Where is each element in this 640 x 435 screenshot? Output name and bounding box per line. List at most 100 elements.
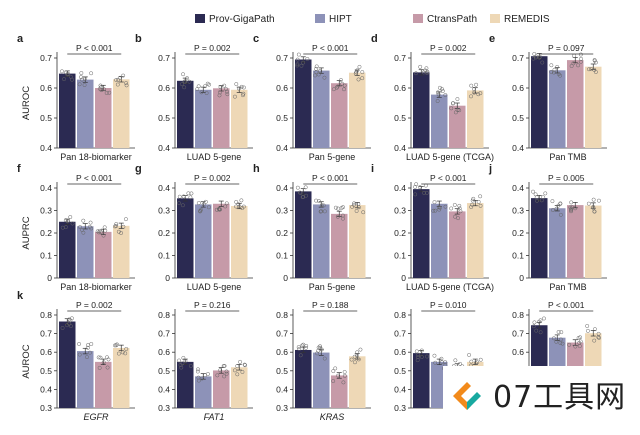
panel: e 0.4 0.5 0.6 0.7 P = 0.097 Pan TMB: [489, 33, 607, 162]
data-point: [356, 357, 361, 362]
data-point: [115, 82, 120, 87]
data-point: [79, 71, 84, 75]
data-point: [361, 210, 366, 215]
data-point: [335, 214, 340, 219]
data-point: [585, 324, 590, 328]
bar: [331, 375, 348, 408]
data-point: [567, 342, 572, 347]
data-point: [182, 79, 187, 84]
y-tick-label: 0.4: [40, 183, 52, 193]
y-tick-label: 0.6: [158, 347, 170, 357]
data-point: [551, 70, 556, 75]
y-tick-label: 0.5: [276, 366, 288, 376]
data-point: [241, 85, 246, 90]
y-tick-label: 0.4: [40, 143, 52, 153]
data-point: [413, 71, 418, 76]
legend: Prov-GigaPath HIPT CtransPath REMEDIS: [195, 14, 550, 25]
data-point: [592, 209, 597, 214]
data-point: [105, 355, 109, 360]
bar: [431, 203, 448, 278]
data-point: [89, 342, 94, 346]
bar: [585, 66, 602, 148]
data-point: [119, 231, 124, 235]
data-point: [121, 224, 126, 229]
data-point: [187, 79, 192, 84]
y-tick-label: 0.2: [158, 228, 170, 238]
data-point: [188, 363, 193, 368]
data-point: [313, 73, 317, 78]
data-point: [340, 216, 345, 221]
data-point: [470, 202, 475, 207]
data-point: [353, 360, 357, 365]
data-point: [457, 206, 462, 211]
data-point: [62, 77, 66, 82]
data-point: [425, 69, 430, 74]
panel-letter: a: [17, 33, 24, 45]
data-point: [423, 183, 428, 188]
data-point: [196, 378, 201, 383]
data-point: [476, 199, 481, 204]
data-point: [478, 203, 483, 208]
data-point: [195, 87, 200, 91]
data-point: [560, 341, 565, 346]
data-point: [531, 56, 536, 61]
data-point: [472, 90, 477, 95]
data-point: [322, 209, 327, 214]
data-point: [531, 189, 535, 194]
data-point: [60, 225, 65, 230]
data-point: [296, 345, 301, 350]
data-point: [67, 321, 72, 326]
bar: [77, 351, 94, 408]
data-point: [98, 230, 103, 235]
data-point: [68, 215, 73, 220]
p-value-label: P < 0.001: [312, 173, 349, 183]
data-point: [358, 347, 363, 352]
y-tick-label: 0.3: [394, 403, 406, 413]
bar: [413, 72, 430, 148]
data-point: [322, 75, 327, 80]
panel: a 0.4 0.5 0.6 0.7 AUROC P < 0.001 Pan 18-biomar…: [17, 33, 135, 162]
bar: [195, 376, 212, 408]
data-point: [224, 371, 229, 376]
data-point: [201, 202, 206, 207]
data-point: [303, 185, 308, 190]
data-point: [83, 76, 88, 81]
data-point: [223, 204, 228, 209]
data-point: [352, 201, 357, 206]
data-point: [469, 359, 474, 364]
data-point: [578, 59, 583, 64]
data-point: [433, 360, 438, 365]
data-point: [60, 326, 65, 330]
y-tick-label: 0.5: [394, 113, 406, 123]
p-value-label: P = 0.216: [194, 300, 231, 310]
data-point: [296, 52, 301, 57]
x-axis-label: FAT1: [204, 412, 225, 422]
data-point: [458, 361, 462, 366]
y-tick-label: 0.5: [40, 113, 52, 123]
p-value-label: P = 0.010: [430, 300, 467, 310]
panel-letter: i: [371, 163, 374, 175]
data-point: [592, 58, 597, 63]
data-point: [334, 85, 339, 90]
y-tick-label: 0.7: [512, 329, 524, 339]
data-point: [232, 94, 237, 99]
data-point: [587, 67, 591, 72]
data-point: [415, 358, 420, 363]
x-axis-label: LUAD 5-gene: [187, 152, 242, 162]
bar: [531, 198, 548, 278]
data-point: [114, 222, 119, 227]
data-point: [221, 364, 226, 368]
data-point: [539, 198, 544, 203]
data-point: [569, 64, 574, 69]
legend-label: REMEDIS: [504, 14, 550, 25]
data-point: [314, 198, 318, 203]
data-point: [534, 328, 539, 333]
data-point: [357, 64, 362, 69]
y-tick-label: 0.6: [40, 347, 52, 357]
legend-swatch: [315, 14, 325, 23]
data-point: [317, 199, 321, 204]
y-tick-label: 0.4: [512, 183, 524, 193]
y-tick-label: 0.4: [394, 183, 406, 193]
data-point: [423, 68, 428, 73]
bar: [349, 356, 366, 408]
